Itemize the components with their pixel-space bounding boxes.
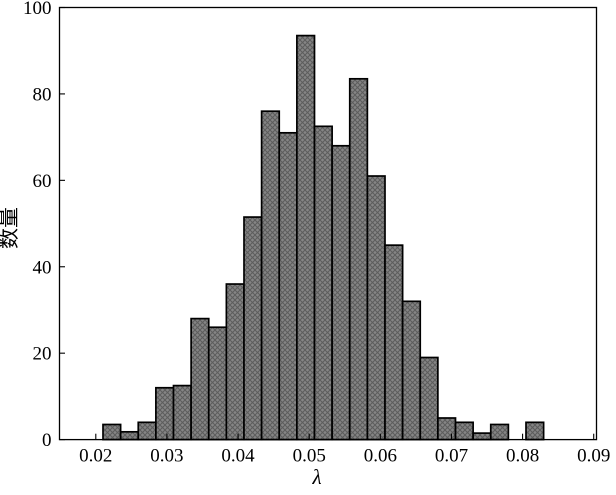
svg-text:数量: 数量 xyxy=(0,207,21,249)
svg-text:100: 100 xyxy=(23,0,52,19)
svg-text:λ: λ xyxy=(311,465,321,489)
svg-text:0.06: 0.06 xyxy=(364,446,397,467)
svg-text:0.08: 0.08 xyxy=(506,446,539,467)
svg-text:80: 80 xyxy=(33,84,52,105)
svg-text:60: 60 xyxy=(33,171,52,192)
svg-text:0.05: 0.05 xyxy=(293,446,326,467)
svg-text:0: 0 xyxy=(42,430,52,451)
svg-text:0.04: 0.04 xyxy=(221,446,255,467)
svg-text:0.07: 0.07 xyxy=(435,446,468,467)
svg-text:0.03: 0.03 xyxy=(150,446,183,467)
svg-text:0.09: 0.09 xyxy=(577,446,610,467)
svg-text:40: 40 xyxy=(33,257,52,278)
svg-text:0.02: 0.02 xyxy=(79,446,112,467)
svg-text:20: 20 xyxy=(33,344,52,365)
